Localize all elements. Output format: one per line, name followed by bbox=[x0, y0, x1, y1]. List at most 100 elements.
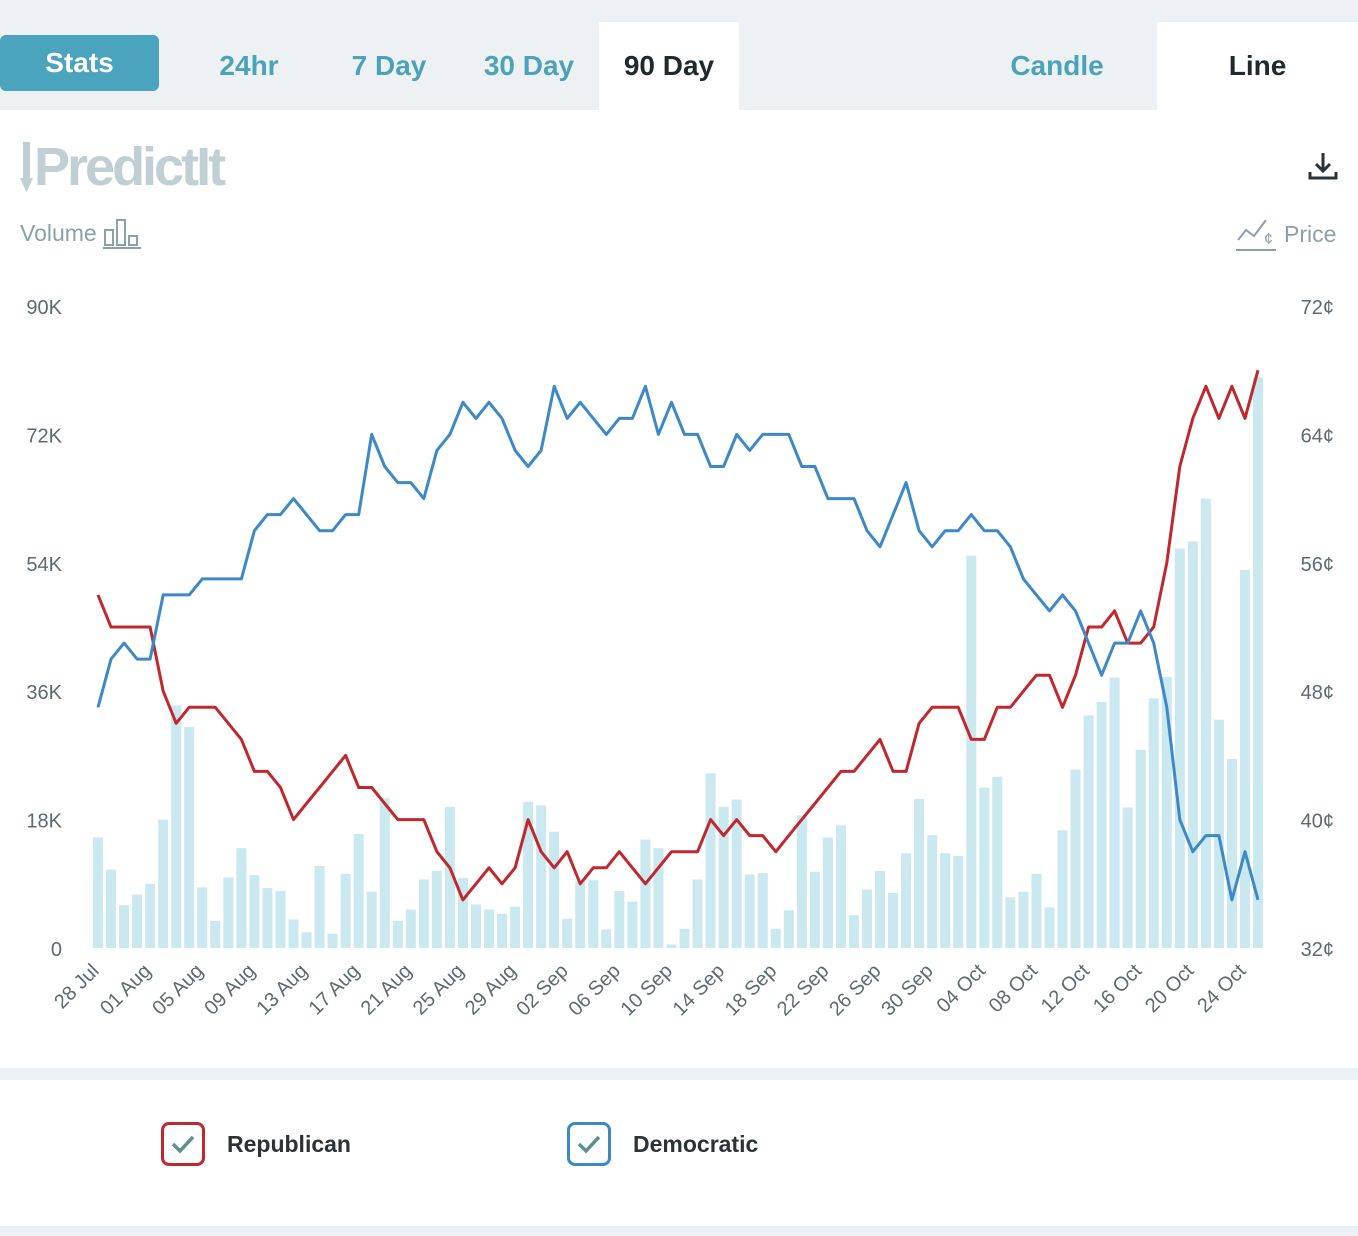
stats-button[interactable]: Stats bbox=[0, 35, 159, 91]
x-tick-label: 20 Oct bbox=[1141, 960, 1199, 1018]
volume-bar bbox=[627, 901, 638, 948]
price-volume-chart: 0 18K 36K 54K 72K 90K 32¢ 40¢ 48¢ 56¢ 64¢ 72¢ 28 Jul… bbox=[26, 297, 1334, 1020]
democratic-checkbox[interactable] bbox=[567, 1122, 611, 1166]
volume-axis-header: Volume bbox=[20, 216, 143, 250]
x-tick-label: 06 Sep bbox=[565, 960, 625, 1020]
volume-bar bbox=[93, 837, 103, 948]
check-icon bbox=[577, 1135, 601, 1154]
x-tick-label: 21 Aug bbox=[357, 960, 417, 1020]
volume-bar bbox=[822, 837, 833, 948]
volume-bar bbox=[757, 873, 768, 948]
volume-bar bbox=[1161, 676, 1172, 948]
volume-bar bbox=[575, 880, 586, 948]
x-tick-label: 05 Aug bbox=[148, 960, 208, 1020]
y-left-tick-label: 72K bbox=[26, 425, 62, 447]
price-axis-header: ¢ Price bbox=[1236, 216, 1336, 252]
x-tick-label: 01 Aug bbox=[96, 960, 156, 1020]
volume-bar bbox=[914, 798, 925, 948]
volume-bar bbox=[340, 873, 351, 948]
legend-republican-label: Republican bbox=[227, 1130, 351, 1157]
volume-bar bbox=[1213, 719, 1224, 948]
volume-label: Volume bbox=[20, 219, 97, 246]
tab-90-day[interactable]: 90 Day bbox=[599, 22, 739, 110]
logo-arrow-icon bbox=[20, 142, 33, 192]
download-icon[interactable] bbox=[1306, 150, 1340, 184]
volume-bar bbox=[301, 932, 312, 948]
predictit-logo: PredictIt bbox=[20, 134, 226, 194]
volume-bar bbox=[366, 891, 377, 948]
volume-bar bbox=[809, 871, 820, 948]
legend-democratic-label: Democratic bbox=[633, 1130, 759, 1157]
volume-bar bbox=[601, 929, 612, 948]
tab-line[interactable]: Line bbox=[1157, 22, 1358, 110]
volume-bar bbox=[1070, 769, 1081, 948]
x-tick-label: 28 Jul bbox=[50, 960, 103, 1013]
x-tick-label: 26 Sep bbox=[825, 960, 885, 1020]
x-tick-label: 18 Sep bbox=[721, 960, 781, 1020]
republican-price-line bbox=[96, 369, 1260, 902]
volume-bar bbox=[327, 933, 338, 948]
volume-bar bbox=[1031, 873, 1042, 948]
tab-24hr[interactable]: 24hr bbox=[219, 50, 279, 81]
volume-bar bbox=[119, 905, 130, 948]
volume-bar bbox=[875, 870, 886, 948]
volume-bar bbox=[379, 798, 390, 948]
volume-bar bbox=[457, 878, 468, 948]
volume-bar bbox=[835, 825, 846, 948]
volume-bar bbox=[744, 874, 755, 948]
tab-candle[interactable]: Candle bbox=[1010, 50, 1104, 81]
tab-bar: Stats 24hr 7 Day 30 Day 90 Day Candle Li… bbox=[0, 0, 1358, 110]
volume-bar bbox=[861, 889, 872, 948]
volume-bar bbox=[718, 806, 729, 948]
volume-bar bbox=[314, 865, 325, 948]
volume-bar bbox=[132, 894, 143, 948]
volume-bar bbox=[236, 848, 247, 948]
volume-bar bbox=[444, 806, 455, 948]
volume-bar bbox=[249, 875, 260, 948]
tab-7-day[interactable]: 7 Day bbox=[351, 50, 427, 81]
volume-bar bbox=[523, 801, 534, 948]
volume-bar bbox=[1083, 715, 1094, 948]
volume-bar bbox=[940, 853, 951, 948]
y-left-tick-label: 0 bbox=[51, 939, 62, 961]
volume-bar bbox=[223, 877, 234, 948]
x-tick-label: 16 Oct bbox=[1089, 960, 1147, 1018]
republican-checkbox[interactable] bbox=[161, 1122, 205, 1166]
volume-bar bbox=[588, 880, 599, 948]
volume-bar bbox=[848, 915, 859, 948]
volume-bar bbox=[1018, 891, 1029, 948]
volume-bar bbox=[484, 909, 495, 948]
volume-bar bbox=[731, 799, 742, 948]
check-icon bbox=[171, 1135, 195, 1154]
democratic-price-line bbox=[96, 384, 1260, 902]
volume-bar bbox=[497, 913, 508, 948]
price-label: Price bbox=[1284, 220, 1337, 247]
volume-bar bbox=[1174, 548, 1185, 948]
legend-republican[interactable]: Republican bbox=[161, 1122, 351, 1166]
volume-bar bbox=[1239, 569, 1250, 948]
volume-bar bbox=[106, 869, 117, 948]
volume-bar bbox=[979, 787, 990, 948]
y-right-tick-label: 64¢ bbox=[1301, 425, 1334, 447]
price-line-icon: ¢ bbox=[1236, 219, 1276, 251]
x-tick-label: 02 Sep bbox=[512, 960, 572, 1020]
y-right-tick-label: 72¢ bbox=[1301, 297, 1334, 319]
y-right-tick-label: 48¢ bbox=[1301, 682, 1334, 704]
tab-30-day[interactable]: 30 Day bbox=[483, 50, 575, 81]
volume-bars-icon bbox=[102, 219, 141, 249]
volume-bar bbox=[770, 928, 781, 948]
x-tick-label: 29 Aug bbox=[461, 960, 521, 1020]
volume-bar bbox=[1253, 377, 1263, 948]
x-tick-label: 25 Aug bbox=[409, 960, 469, 1020]
volume-bar bbox=[614, 890, 625, 948]
volume-bar bbox=[405, 909, 416, 948]
volume-bar bbox=[966, 555, 977, 948]
volume-bar bbox=[288, 919, 299, 948]
y-left-tick-label: 18K bbox=[26, 811, 62, 833]
volume-bar bbox=[783, 910, 794, 948]
legend-democratic[interactable]: Democratic bbox=[567, 1122, 758, 1166]
volume-bar bbox=[1200, 498, 1211, 948]
volume-bar bbox=[275, 890, 286, 948]
volume-bar bbox=[1187, 541, 1198, 948]
volume-bar bbox=[1148, 698, 1159, 948]
